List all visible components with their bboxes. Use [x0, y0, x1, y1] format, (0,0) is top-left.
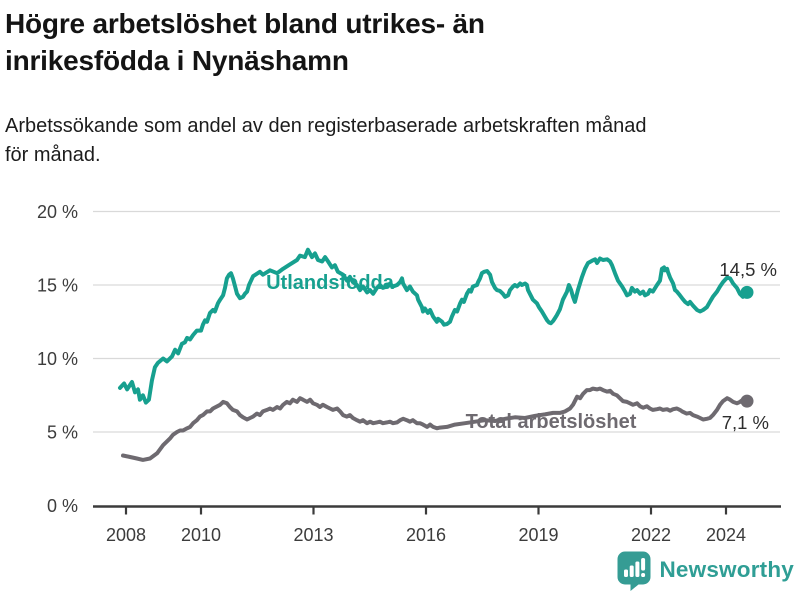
subtitle-line-1: Arbetssökande som andel av den registerb… [5, 114, 647, 137]
series-label-total: Total arbetslöshet [466, 411, 637, 433]
x-tick-label: 2008 [106, 525, 146, 545]
series-layer [118, 247, 754, 462]
series-label-utlandsfodda: Utlandsfödda [266, 272, 395, 294]
x-tick-label: 2016 [406, 525, 446, 545]
newsworthy-logo-icon [616, 550, 652, 596]
logo-bar-large [635, 561, 640, 577]
x-tick-label: 2019 [518, 525, 558, 545]
bar-chart-speech-bubble-icon [617, 551, 651, 591]
logo-exclamation-stem [641, 558, 646, 571]
y-tick-label: 0 % [47, 496, 78, 516]
series-end-dot-utlandsfodda [740, 285, 754, 299]
title-line-2: inrikesfödda i Nynäshamn [5, 44, 349, 76]
logo-exclamation-dot [641, 573, 646, 577]
page-title: Högre arbetslöshet bland utrikes- än inr… [5, 6, 797, 80]
y-tick-label: 20 % [37, 202, 78, 222]
x-tick-label: 2013 [293, 525, 333, 545]
newsworthy-brand-text: Newsworthy [659, 556, 794, 582]
axis-layer: 0 % 5 % 10 % 15 % 20 % 2008 2010 2013 2016 2019 20… [37, 202, 781, 545]
series-end-value-utlandsfodda: 14,5 % [719, 259, 777, 280]
y-tick-label: 5 % [47, 423, 78, 443]
gridlines-layer [93, 210, 780, 433]
header: Högre arbetslöshet bland utrikes- än inr… [5, 6, 797, 170]
labels-layer: Utlandsfödda 14,5 % Total arbetslöshet 7,1 … [266, 259, 777, 433]
series-line-total [121, 386, 749, 462]
chart-subtitle: Arbetssökande som andel av den registerb… [5, 112, 797, 170]
x-tick-label: 2022 [631, 525, 671, 545]
logo-bar-small [624, 569, 629, 577]
logo-bubble-shape [617, 551, 651, 591]
x-tick-label: 2010 [181, 525, 221, 545]
logo-bar-medium [630, 565, 635, 577]
subtitle-line-2: för månad. [5, 143, 101, 166]
series-line-utlandsfodda [118, 247, 749, 405]
title-line-1: Högre arbetslöshet bland utrikes- än [5, 8, 485, 39]
x-tick-label: 2024 [706, 525, 746, 545]
series-end-dot-total [740, 394, 754, 408]
series-end-value-total: 7,1 % [722, 412, 769, 433]
line-chart: 0 % 5 % 10 % 15 % 20 % 2008 2010 2013 2016 2019 20… [37, 202, 781, 545]
y-tick-label: 15 % [37, 276, 78, 296]
footer: Newsworthy [616, 550, 794, 596]
y-tick-label: 10 % [37, 349, 78, 369]
